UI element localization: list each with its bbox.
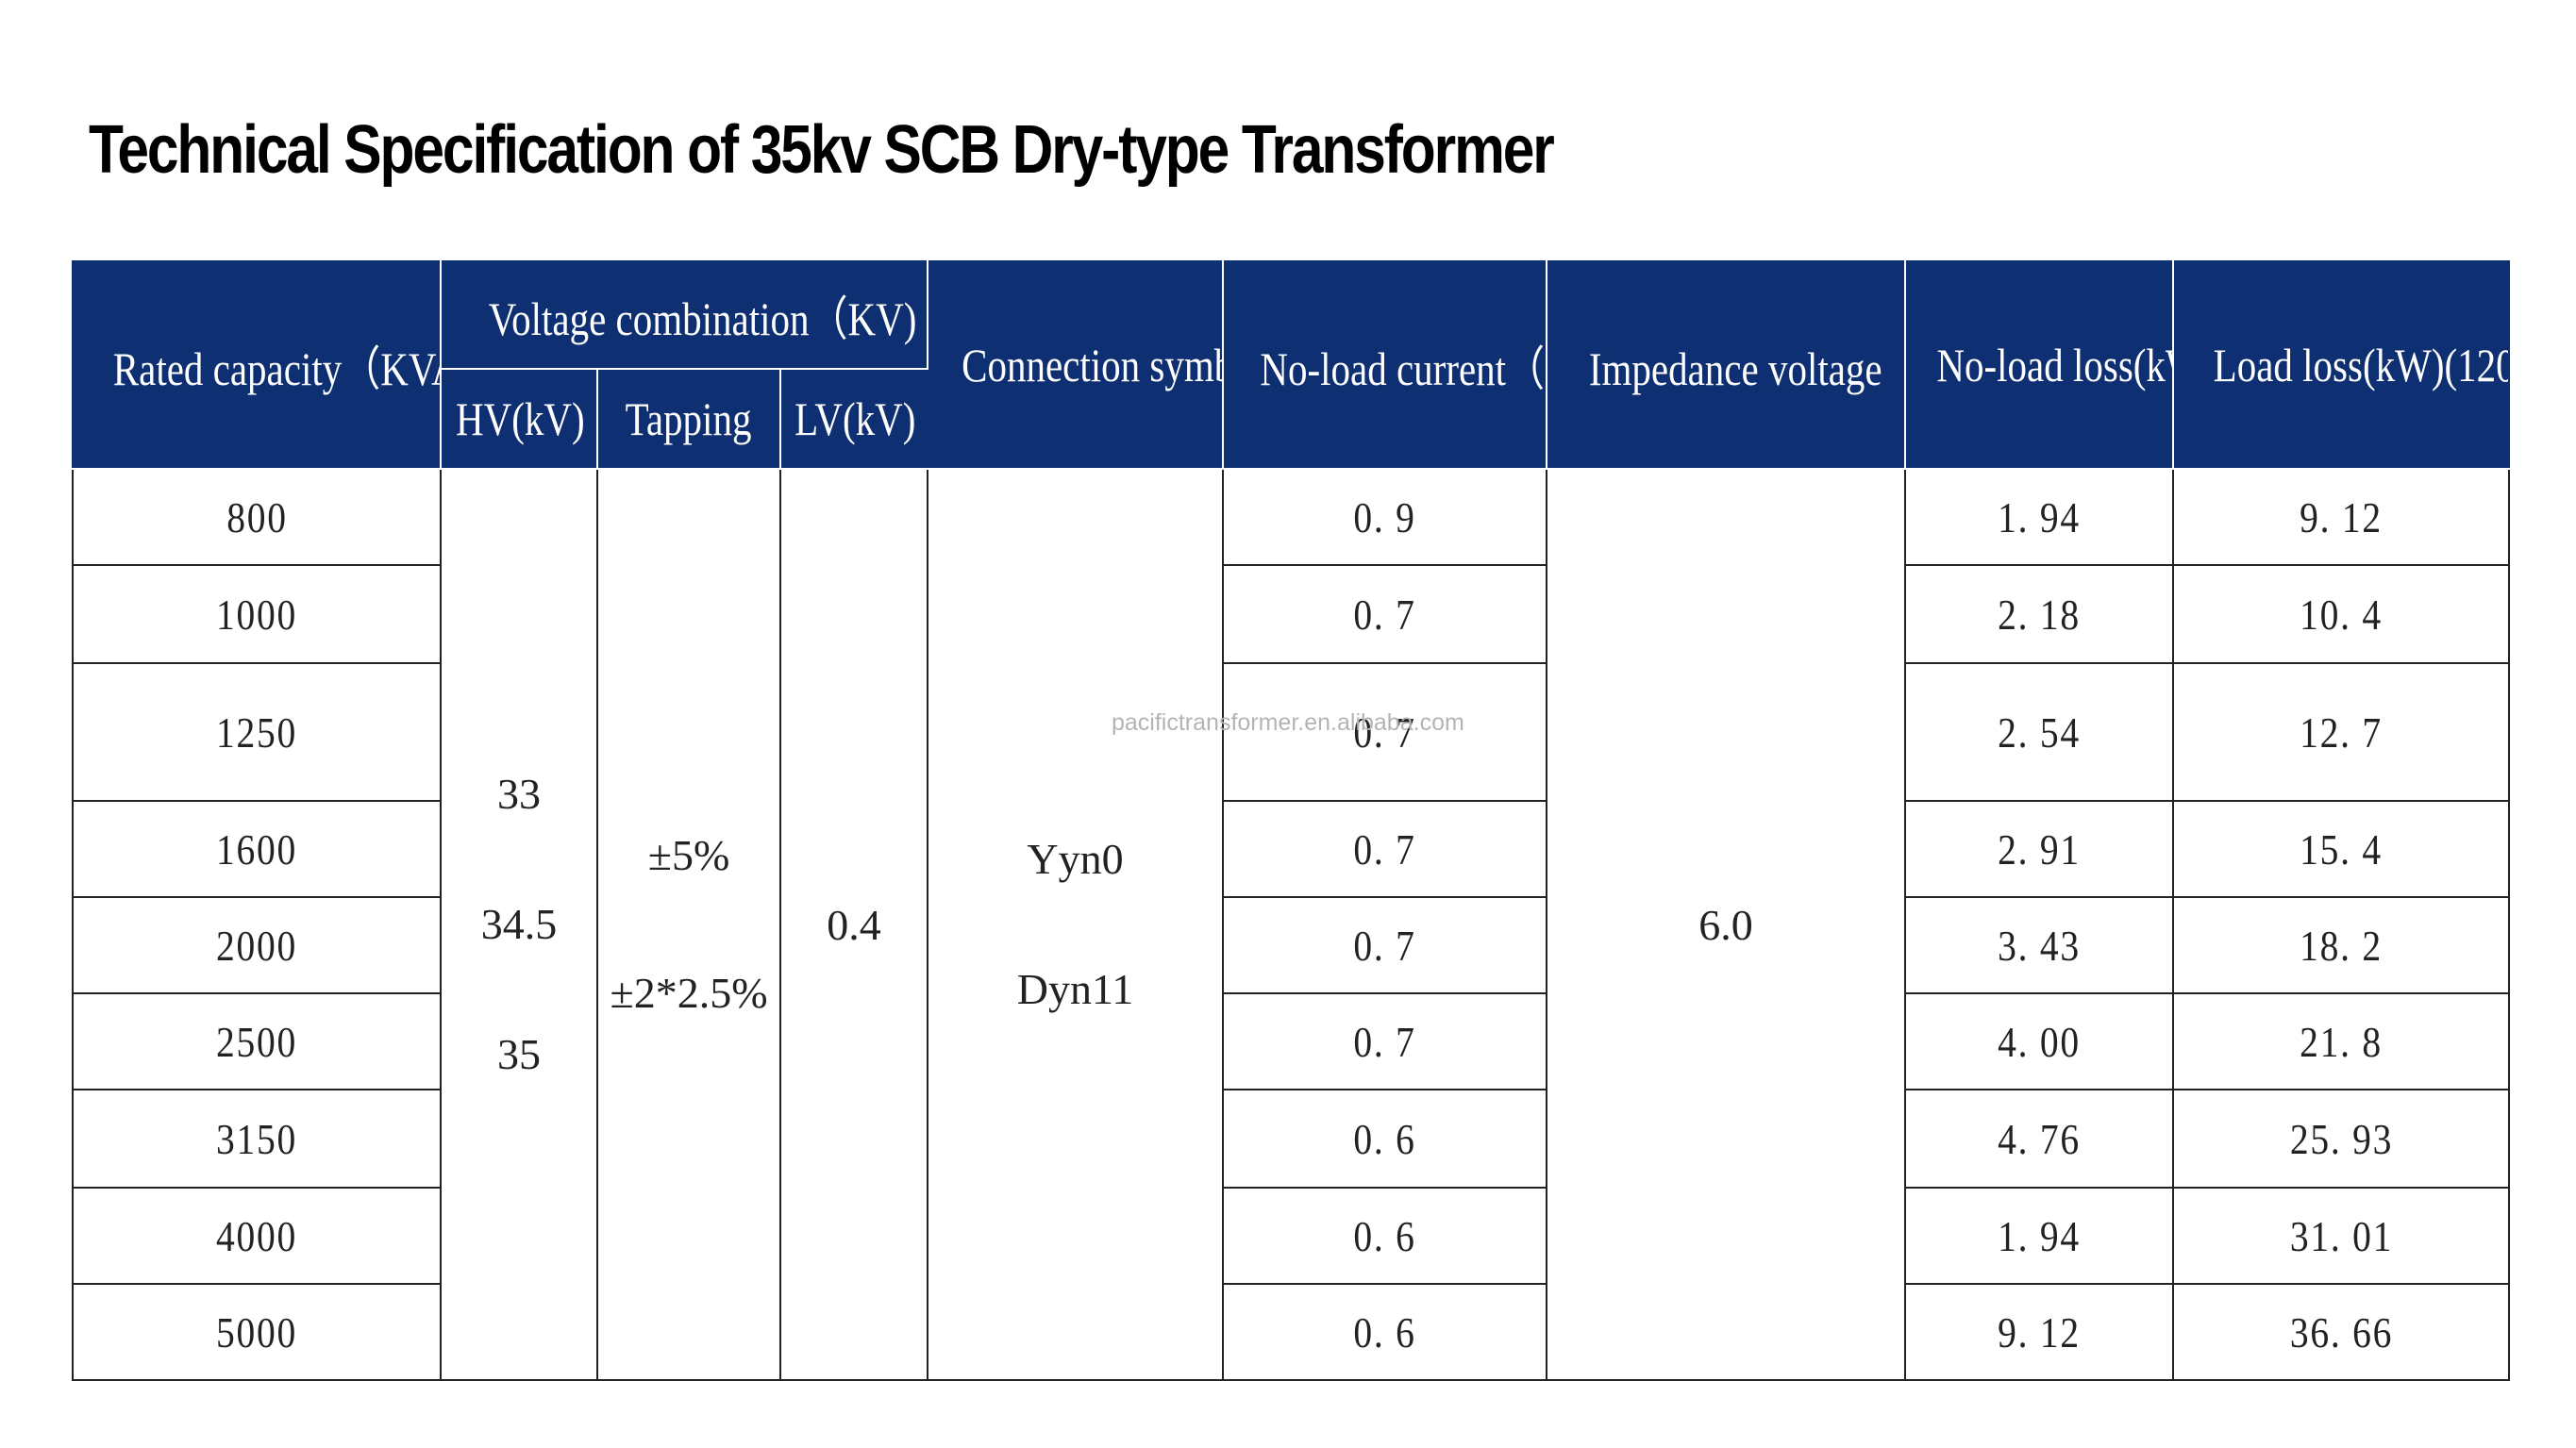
cell-capacity: 3150 xyxy=(72,1089,442,1189)
cell-no-load-loss: 3. 43 xyxy=(1904,896,2175,994)
cell-capacity: 2000 xyxy=(72,896,442,994)
header-lv: LV(kV) xyxy=(778,368,929,470)
cell-capacity: 1250 xyxy=(72,662,442,802)
header-row-top: Rated capacity（KVA) Voltage combination（… xyxy=(72,260,2511,470)
cell-no-load-loss: 1. 94 xyxy=(1904,468,2175,566)
cell-load-loss: 25. 93 xyxy=(2172,1089,2511,1189)
cell-capacity: 5000 xyxy=(72,1283,442,1381)
header-impedance-voltage: Impedance voltage（%) xyxy=(1546,260,1907,470)
header-row-sub: HV(kV) Tapping LV(kV) xyxy=(73,368,2509,470)
cell-no-load-current: 0. 7 xyxy=(1222,800,1548,898)
header-load-loss: Load loss(kW)(120℃) xyxy=(2172,260,2511,470)
cell-hv-merged: 33 34.5 35 xyxy=(440,468,598,1381)
cell-capacity: 2500 xyxy=(72,992,442,1090)
header-rated-capacity: Rated capacity（KVA) xyxy=(72,260,442,470)
header-no-load-loss: No-load loss(kW) xyxy=(1904,260,2175,470)
header-connection-symbol: Connection symbol xyxy=(927,260,1225,470)
header-no-load-current: No-load current（%) xyxy=(1222,260,1548,470)
header-hv: HV(kV) xyxy=(440,368,598,470)
cell-capacity: 1600 xyxy=(72,800,442,898)
cell-no-load-current: 0. 6 xyxy=(1222,1187,1548,1285)
cell-no-load-loss: 4. 76 xyxy=(1904,1089,2175,1189)
tapping-value: ±5% xyxy=(647,831,730,879)
table-row: 2000 0. 7 3. 43 18. 2 xyxy=(72,896,2511,994)
cell-no-load-loss: 2. 54 xyxy=(1904,662,2175,802)
cell-tapping-merged: ±5% ±2*2.5% xyxy=(596,468,781,1381)
cell-load-loss: 12. 7 xyxy=(2172,662,2511,802)
tapping-value: ±2*2.5% xyxy=(610,969,768,1017)
cell-no-load-loss: 2. 91 xyxy=(1904,800,2175,898)
cell-no-load-current: 0. 7 xyxy=(1222,564,1548,664)
cell-load-loss: 9. 12 xyxy=(2172,468,2511,566)
connection-value: Dyn11 xyxy=(1016,965,1134,1013)
cell-no-load-current: 0. 7 xyxy=(1222,662,1548,802)
header-tapping: Tapping xyxy=(596,368,781,470)
cell-no-load-loss: 2. 18 xyxy=(1904,564,2175,664)
cell-no-load-loss: 9. 12 xyxy=(1904,1283,2175,1381)
cell-capacity: 800 xyxy=(72,468,442,566)
header-voltage-combination: Voltage combination（KV) xyxy=(439,260,929,370)
page-title: Technical Specification of 35kv SCB Dry-… xyxy=(89,112,1555,188)
hv-value: 33 xyxy=(497,770,541,818)
table-row: 1600 0. 7 2. 91 15. 4 xyxy=(72,800,2511,898)
cell-connection-merged: Yyn0 Dyn11 xyxy=(927,468,1225,1381)
table-row: 1250 0. 7 2. 54 12. 7 xyxy=(72,662,2511,802)
cell-no-load-current: 0. 7 xyxy=(1222,992,1548,1090)
cell-no-load-current: 0. 7 xyxy=(1222,896,1548,994)
cell-load-loss: 21. 8 xyxy=(2172,992,2511,1090)
watermark: pacifictransformer.en.alibaba.com xyxy=(1112,709,1464,736)
connection-value: Yyn0 xyxy=(1027,835,1124,883)
cell-load-loss: 10. 4 xyxy=(2172,564,2511,664)
cell-no-load-loss: 4. 00 xyxy=(1904,992,2175,1090)
table-row: 800 33 34.5 35 ±5% ±2*2.5% 0.4 Yyn0 Dyn1… xyxy=(72,468,2511,1381)
cell-load-loss: 15. 4 xyxy=(2172,800,2511,898)
cell-no-load-current: 0. 6 xyxy=(1222,1089,1548,1189)
spec-table: Rated capacity（KVA) Voltage combination（… xyxy=(72,260,2511,1381)
cell-load-loss: 18. 2 xyxy=(2172,896,2511,994)
cell-lv-merged: 0.4 xyxy=(778,468,929,1381)
table-row: 3150 0. 6 4. 76 25. 93 xyxy=(72,1089,2511,1189)
cell-no-load-current: 0. 9 xyxy=(1222,468,1548,566)
cell-load-loss: 31. 01 xyxy=(2172,1187,2511,1285)
hv-value: 35 xyxy=(497,1030,541,1078)
table-row: 2500 0. 7 4. 00 21. 8 xyxy=(72,992,2511,1090)
cell-no-load-current: 0. 6 xyxy=(1222,1283,1548,1381)
cell-impedance-merged: 6.0 xyxy=(1546,468,1907,1381)
table-row: 1000 0. 7 2. 18 10. 4 xyxy=(72,564,2511,664)
cell-capacity: 1000 xyxy=(72,564,442,664)
table-row: 4000 0. 6 1. 94 31. 01 xyxy=(72,1187,2511,1285)
table-row: 5000 0. 6 9. 12 36. 66 xyxy=(72,1283,2511,1381)
cell-load-loss: 36. 66 xyxy=(2172,1283,2511,1381)
cell-capacity: 4000 xyxy=(72,1187,442,1285)
hv-value: 34.5 xyxy=(480,900,558,948)
cell-no-load-loss: 1. 94 xyxy=(1904,1187,2175,1285)
